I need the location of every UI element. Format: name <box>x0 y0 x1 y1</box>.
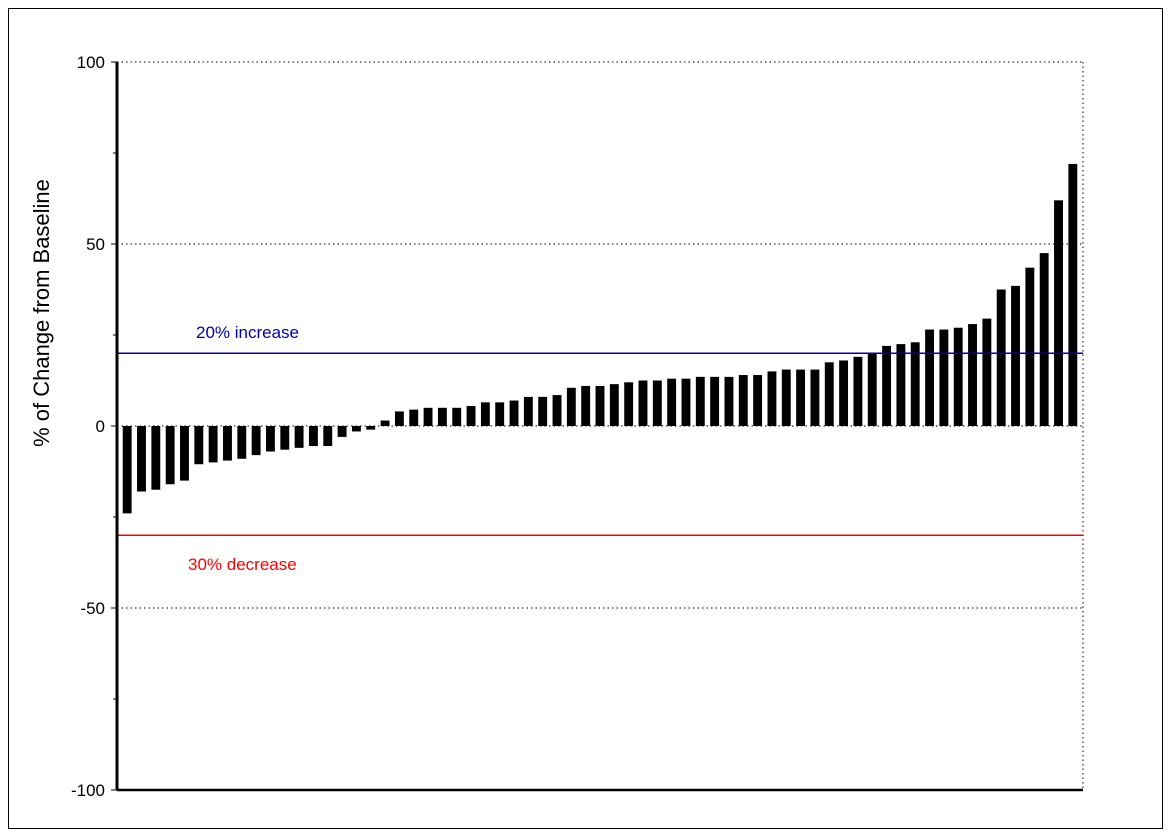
bar <box>953 327 963 426</box>
bar <box>237 426 247 459</box>
bar <box>509 400 519 426</box>
bar <box>380 420 390 426</box>
bar <box>538 396 548 426</box>
bar <box>1011 285 1020 426</box>
bar <box>423 407 433 426</box>
bar <box>137 426 146 492</box>
bar <box>810 369 820 426</box>
bar <box>753 375 763 426</box>
bar <box>523 396 533 426</box>
reference-line-label: 30% decrease <box>188 555 297 574</box>
bar <box>1025 267 1035 426</box>
bar <box>1039 253 1049 426</box>
bar <box>366 426 376 430</box>
y-tick-label: 100 <box>77 53 105 72</box>
bar <box>452 407 462 426</box>
bar <box>308 426 318 447</box>
bar <box>266 426 275 452</box>
bar <box>566 387 576 426</box>
bar <box>996 289 1006 426</box>
bar <box>695 376 705 426</box>
bar <box>853 356 863 426</box>
bar <box>151 426 161 490</box>
bar <box>681 378 691 426</box>
bar <box>165 426 175 485</box>
bar <box>624 382 634 426</box>
bar <box>180 426 189 481</box>
bar <box>968 324 977 426</box>
bar <box>796 369 806 426</box>
bar <box>223 426 232 461</box>
bar <box>409 409 419 426</box>
bar <box>982 318 992 426</box>
bar <box>437 407 447 426</box>
bar <box>581 385 591 426</box>
bar <box>466 405 476 426</box>
bar <box>552 395 562 426</box>
bar <box>652 380 662 426</box>
y-tick-label: -50 <box>80 599 105 618</box>
bar <box>351 426 361 432</box>
y-tick-label: 50 <box>86 235 105 254</box>
bar <box>208 426 218 463</box>
bar <box>337 426 347 437</box>
bar <box>394 411 404 426</box>
bar <box>882 345 892 426</box>
bar <box>323 426 333 447</box>
y-axis: -100 -50 0 50 100 <box>71 53 1083 800</box>
bar <box>609 384 619 426</box>
bar <box>767 371 777 426</box>
bar <box>280 426 290 450</box>
bar <box>710 376 720 426</box>
bar <box>839 360 849 426</box>
y-tick-label: -100 <box>71 781 105 800</box>
bar <box>724 376 734 426</box>
bar <box>638 380 648 426</box>
bar <box>251 426 261 456</box>
bar <box>824 362 834 426</box>
bar <box>595 385 605 426</box>
bar <box>1054 200 1063 426</box>
bar <box>480 402 490 426</box>
bars <box>122 163 1078 514</box>
y-axis-label: % of Change from Baseline <box>29 179 54 447</box>
bar <box>896 344 906 426</box>
reference-line-label: 20% increase <box>196 323 299 342</box>
bar <box>495 402 505 426</box>
bar <box>667 378 677 426</box>
bar <box>910 342 920 426</box>
bar <box>781 369 791 426</box>
bar <box>738 375 748 426</box>
bar <box>925 329 934 426</box>
bar <box>294 426 304 448</box>
bar <box>194 426 204 465</box>
bar <box>867 353 877 426</box>
bar <box>1068 163 1078 427</box>
bar <box>122 426 132 514</box>
bar <box>939 329 949 426</box>
y-tick-label: 0 <box>96 417 105 436</box>
reference-lines: 20% increase 30% decrease <box>117 323 1083 574</box>
